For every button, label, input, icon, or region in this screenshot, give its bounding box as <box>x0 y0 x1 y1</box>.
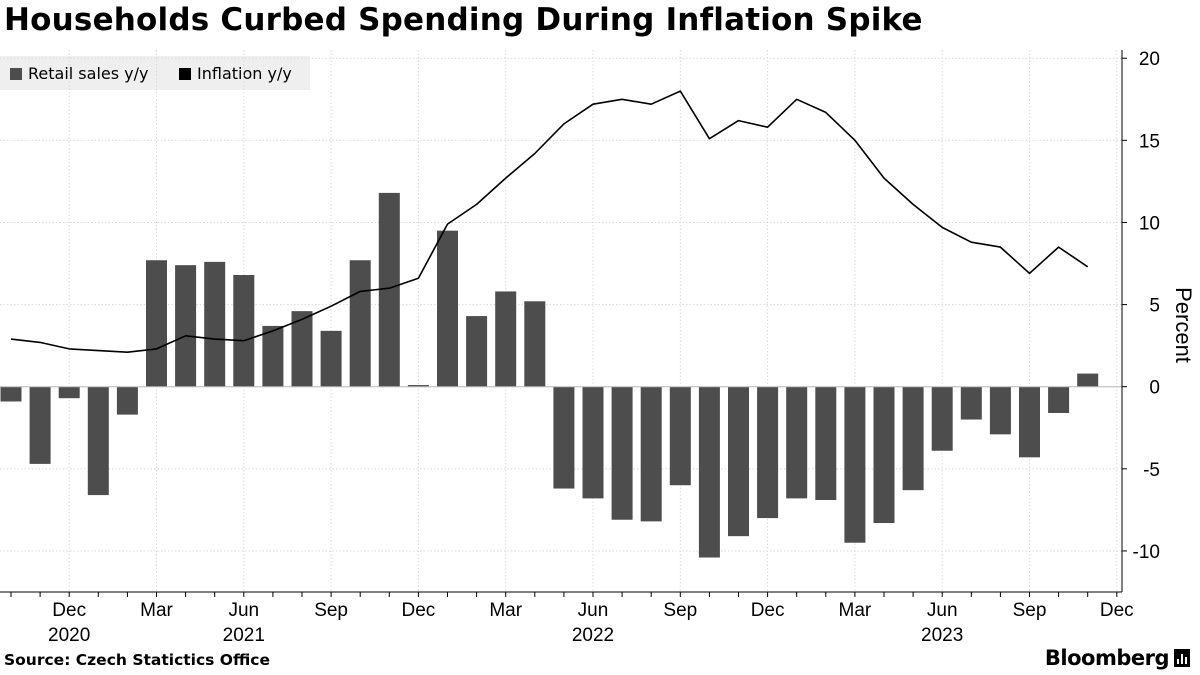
retail-sales-bar <box>116 386 138 415</box>
x-tick-label: Sep <box>1013 600 1047 621</box>
y-tick-label: 20 <box>1139 49 1160 70</box>
y-tick-label: 5 <box>1149 296 1160 317</box>
x-tick-label: Jun <box>578 600 609 621</box>
y-tick-labels: 20 15 10 5 0 -5 -10 <box>1133 49 1160 563</box>
legend-item-inflation: Inflation y/y <box>179 64 292 83</box>
retail-sales-bar <box>757 386 779 519</box>
y-axis-label: Percent <box>1171 287 1196 363</box>
retail-sales-bar <box>698 386 720 558</box>
x-year-label: 2023 <box>921 625 963 646</box>
retail-sales-bar <box>611 386 633 520</box>
inflation-series-line <box>10 90 1089 354</box>
axes <box>0 50 1127 597</box>
retail-sales-bar <box>786 386 808 499</box>
retail-sales-bar <box>58 386 80 399</box>
legend-swatch-inflation <box>179 67 191 80</box>
source-note: Source: Czech Statictics Office <box>4 651 270 669</box>
retail-sales-bar <box>407 385 429 387</box>
retail-sales-bar <box>902 386 924 491</box>
retail-sales-bar <box>262 325 284 387</box>
y-tick-label: 10 <box>1139 213 1160 234</box>
retail-sales-bar <box>669 386 691 486</box>
retail-sales-bar <box>175 265 197 387</box>
retail-sales-bars <box>0 192 1099 558</box>
retail-sales-bar <box>1048 386 1070 413</box>
retail-sales-bar <box>844 386 866 543</box>
retail-sales-bar <box>931 386 953 451</box>
x-tick-label: Mar <box>489 600 522 621</box>
retail-sales-bar <box>1077 373 1099 387</box>
bloomberg-terminal-icon <box>1174 649 1190 667</box>
retail-sales-bar <box>29 386 51 464</box>
y-tick-label: 0 <box>1149 378 1160 399</box>
retail-sales-bar <box>466 316 488 387</box>
legend-item-retail-sales: Retail sales y/y <box>10 64 148 83</box>
retail-sales-bar <box>0 386 22 402</box>
retail-sales-bar <box>378 192 400 387</box>
retail-sales-bar <box>87 386 109 496</box>
inflation-line <box>10 90 1089 354</box>
legend-label-retail-sales: Retail sales y/y <box>28 64 149 83</box>
x-tick-label: Jun <box>927 600 958 621</box>
retail-sales-bar <box>233 275 255 387</box>
retail-sales-bar <box>873 386 895 524</box>
x-year-label: 2020 <box>48 625 90 646</box>
retail-sales-bar <box>524 301 546 387</box>
x-tick-label: Dec <box>402 600 436 621</box>
y-tick-label: -10 <box>1133 542 1160 563</box>
retail-sales-bar <box>815 386 837 501</box>
x-tick-label: Mar <box>140 600 173 621</box>
retail-sales-bar <box>204 261 226 387</box>
retail-sales-bar <box>349 260 371 387</box>
retail-sales-bar <box>437 230 458 387</box>
chart-title: Households Curbed Spending During Inflat… <box>4 2 923 38</box>
x-tick-label: Sep <box>663 600 697 621</box>
retail-sales-bar <box>1019 386 1040 458</box>
x-year-label: 2021 <box>223 625 265 646</box>
x-tick-label: Mar <box>839 600 872 621</box>
retail-sales-bar <box>582 386 604 499</box>
x-tick-label: Sep <box>314 600 348 621</box>
retail-sales-bar <box>553 386 575 489</box>
legend: Retail sales y/y Inflation y/y <box>0 56 310 90</box>
x-tick-labels: Dec 2020 Mar Jun 2021 Sep Dec Mar Jun 2022 Sep Dec M… <box>48 600 1134 646</box>
legend-swatch-retail-sales <box>10 67 22 80</box>
y-tick-label: -5 <box>1143 460 1160 481</box>
brand-name: Bloomberg <box>1044 646 1170 670</box>
x-tick-label: Dec <box>1100 600 1134 621</box>
brand-logo: Bloomberg <box>1045 646 1190 670</box>
legend-label-inflation: Inflation y/y <box>197 64 292 83</box>
x-tick-label: Dec <box>52 600 86 621</box>
retail-sales-bar <box>495 291 517 387</box>
retail-sales-bar <box>989 386 1011 435</box>
retail-sales-bar <box>728 386 749 537</box>
x-year-label: 2022 <box>572 625 614 646</box>
retail-sales-bar <box>640 386 662 522</box>
y-tick-label: 15 <box>1139 131 1160 152</box>
x-tick-label: Dec <box>751 600 785 621</box>
x-tick-label: Jun <box>228 600 259 621</box>
retail-sales-bar <box>146 260 167 387</box>
retail-sales-bar <box>320 330 342 387</box>
retail-sales-bar <box>291 311 313 387</box>
retail-sales-bar <box>960 386 982 420</box>
gridlines <box>0 50 1122 592</box>
